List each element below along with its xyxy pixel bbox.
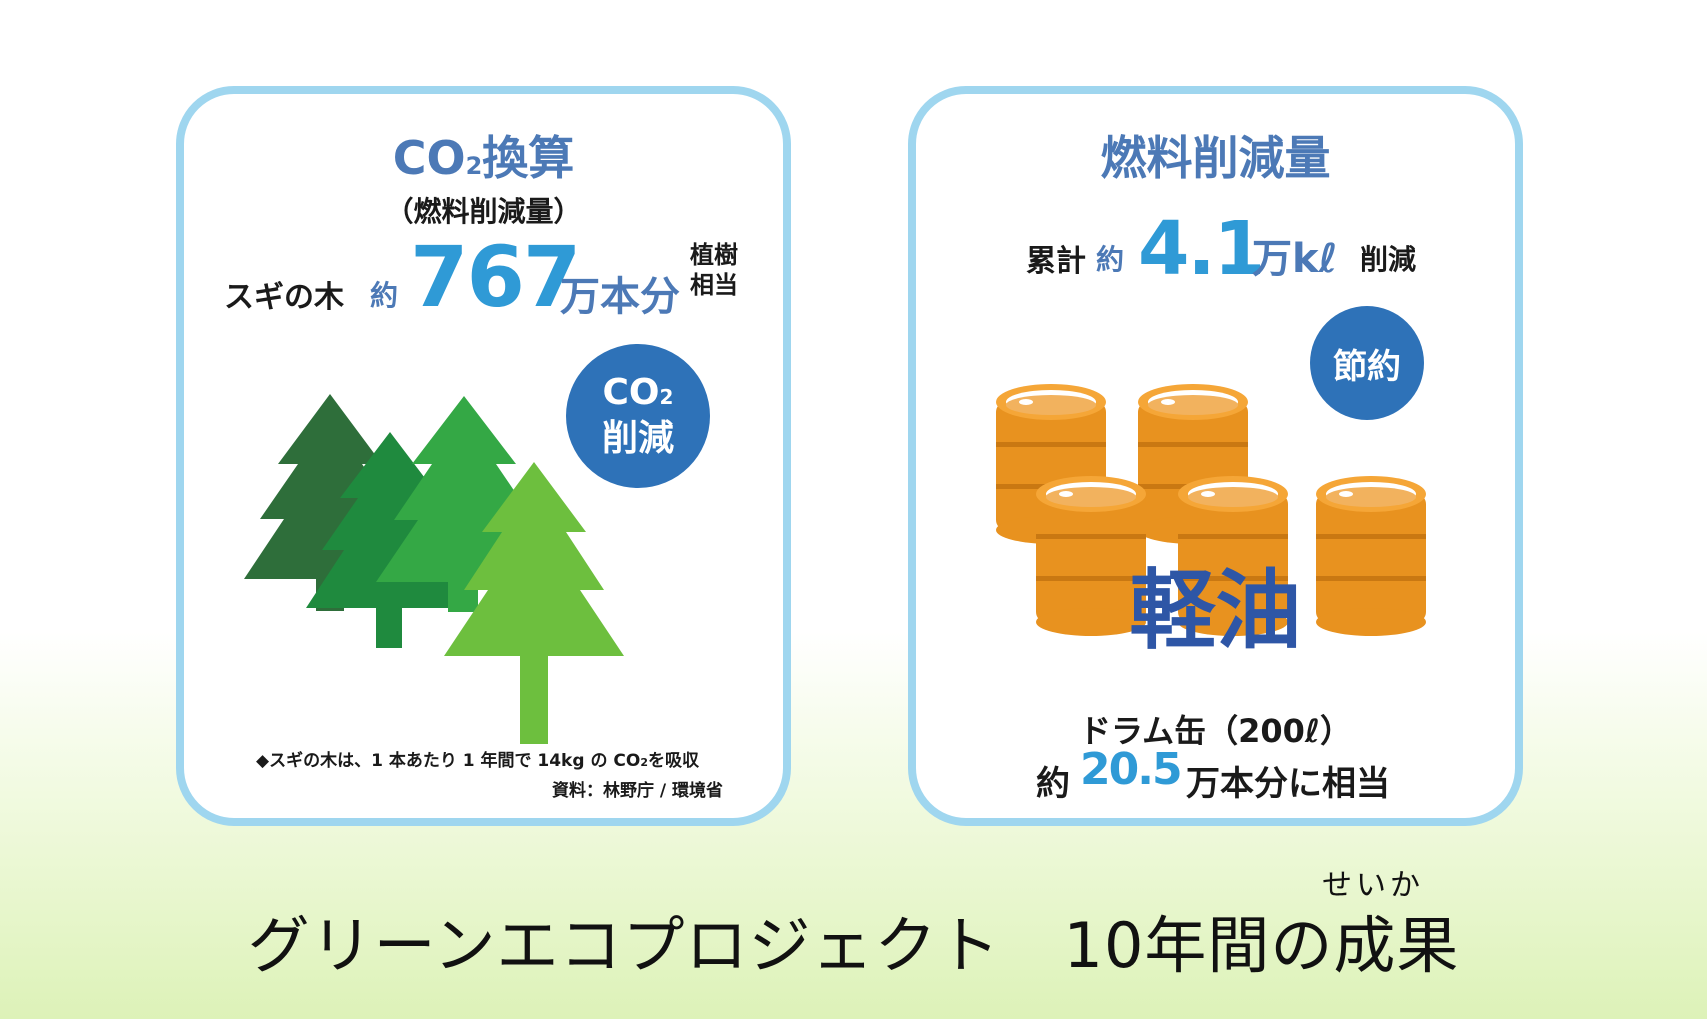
note-pre: ◆スギの木は、1 本あたり 1 年間で 14kg の CO (256, 751, 641, 771)
badge-line2: 削減 (601, 418, 674, 459)
note-sub: 2 (640, 756, 648, 769)
fuel-prefix: 累計 (1026, 244, 1086, 279)
badge-co2: CO2 (603, 372, 674, 418)
badge-co: CO (602, 372, 660, 413)
drum-suffix: 万本分に相当 (1186, 764, 1390, 804)
title-rest: 換算 (482, 131, 575, 185)
note-post: を吸収 (647, 751, 699, 771)
page-title: グリーンエコプロジェクト 10年間の成果 (247, 909, 1460, 982)
fuel-value: 4.1 (1138, 206, 1265, 292)
fuel-unit: 万kℓ (1252, 236, 1338, 282)
co2-card-title: CO2換算 (184, 122, 783, 188)
cedar-equivalent-line: スギの木 約 767 万本分 植樹 相当 (184, 228, 783, 332)
fuel-approx: 約 (1096, 243, 1125, 276)
drum-approx: 約 (1036, 764, 1070, 804)
furigana: せいか (1322, 868, 1424, 903)
title-co: CO (392, 131, 466, 185)
suffix-line2: 相当 (690, 271, 738, 299)
cedar-note: ◆スギの木は、1 本あたり 1 年間で 14kg の CO2を吸収 (256, 746, 699, 771)
fuel-suffix: 削減 (1360, 243, 1417, 276)
cedar-suffix: 植樹 相当 (690, 240, 738, 300)
fuel-card-title: 燃料削減量 (1100, 131, 1331, 185)
drum-equivalent-line: 約 20.5 万本分に相当 (916, 744, 1515, 804)
title-subscript: 2 (465, 152, 483, 180)
suffix-line1: 植樹 (690, 241, 738, 269)
cedar-tree-icon (244, 394, 624, 744)
cedar-approx: 約 (370, 279, 399, 312)
cedar-unit: 万本分 (560, 274, 680, 320)
diesel-label: 軽油 (1129, 561, 1302, 661)
savings-badge: 節約 (1310, 306, 1424, 420)
source-note: 資料：林野庁 / 環境省 (551, 781, 723, 801)
badge-sub: 2 (659, 385, 674, 409)
tree-4 (444, 462, 624, 744)
cedar-value: 767 (410, 228, 581, 326)
co2-card-subtitle: （燃料削減量） (385, 195, 582, 228)
fuel-card: 燃料削減量 累計 約 4.1 万kℓ 削減 節約 軽油 ドラム缶（200 (908, 86, 1523, 826)
co2-reduction-badge: CO2 削減 (566, 344, 710, 488)
fuel-total-line: 累計 約 4.1 万kℓ 削減 (916, 206, 1515, 302)
drum-line: ドラム缶（200ℓ） (1079, 712, 1352, 750)
drum-value: 20.5 (1080, 744, 1183, 795)
co2-card: CO2換算 （燃料削減量） スギの木 約 767 万本分 植樹 相当 CO2 削… (176, 86, 791, 826)
cedar-prefix: スギの木 (224, 280, 344, 315)
